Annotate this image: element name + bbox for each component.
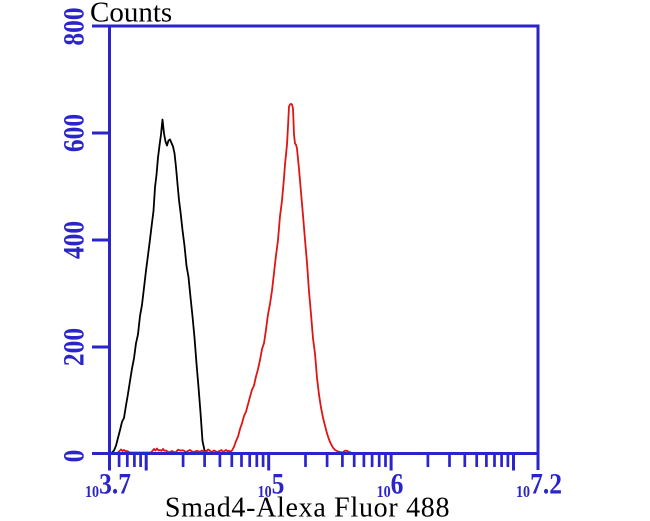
svg-text:103.7: 103.7 [85, 467, 131, 502]
svg-text:0: 0 [57, 450, 90, 463]
svg-text:105: 105 [258, 467, 285, 502]
svg-text:107.2: 107.2 [516, 467, 562, 502]
svg-text:200: 200 [57, 328, 90, 366]
svg-text:600: 600 [57, 114, 90, 152]
svg-text:106: 106 [377, 467, 404, 502]
svg-text:Counts: Counts [90, 0, 172, 29]
svg-text:400: 400 [57, 221, 90, 259]
svg-text:Smad4-Alexa Fluor 488: Smad4-Alexa Fluor 488 [165, 493, 450, 521]
svg-text:800: 800 [57, 7, 90, 45]
